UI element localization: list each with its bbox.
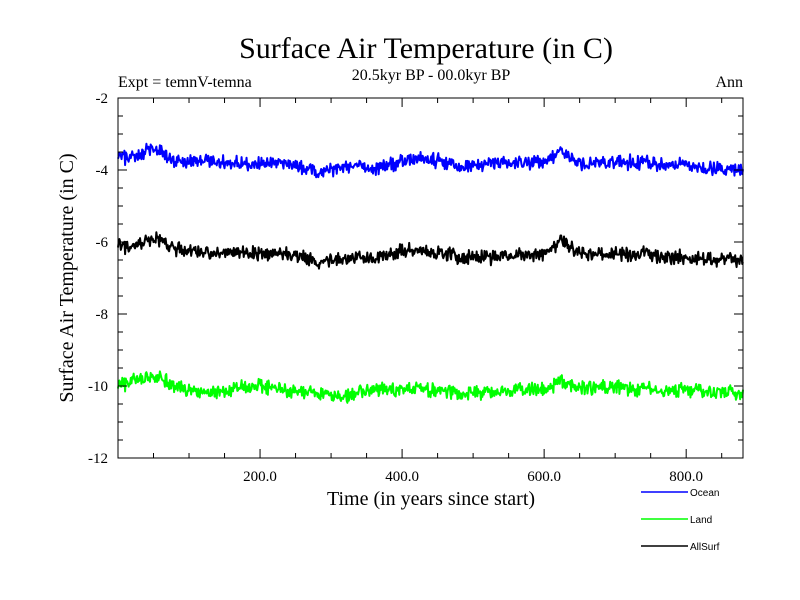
series-line-allsurf [117, 231, 744, 270]
legend: Ocean Land AllSurf [641, 488, 720, 553]
expt-label: Expt = temnV-temna [118, 74, 252, 91]
plot-lines [117, 142, 744, 404]
season-label: Ann [715, 74, 743, 91]
y-tick-label: -6 [96, 235, 109, 251]
series-line-land [117, 370, 744, 404]
y-tick-label: -12 [88, 451, 108, 467]
y-tick-label: -4 [96, 163, 109, 179]
series-line-ocean [117, 142, 744, 179]
legend-label-land: Land [690, 515, 712, 526]
y-tick-label: -8 [96, 307, 109, 323]
y-axis-label: Surface Air Temperature (in C) [56, 153, 78, 402]
x-axis-ticks: 200.0 400.0 600.0 800.0 [153, 98, 723, 485]
plot-frame [117, 97, 744, 459]
y-tick-label: -2 [96, 91, 109, 107]
x-axis-label: Time (in years since start) [327, 488, 535, 510]
chart-subtitle: 20.5kyr BP - 00.0kyr BP [352, 67, 511, 84]
legend-label-ocean: Ocean [690, 488, 719, 499]
y-axis-ticks: -2 -4 -6 -8 -10 -12 [88, 91, 743, 467]
x-tick-label: 400.0 [385, 469, 419, 485]
chart-title: Surface Air Temperature (in C) [239, 32, 613, 65]
legend-label-allsurf: AllSurf [690, 542, 720, 553]
x-tick-label: 200.0 [243, 469, 277, 485]
y-tick-label: -10 [88, 379, 108, 395]
x-tick-label: 600.0 [527, 469, 561, 485]
x-tick-label: 800.0 [669, 469, 703, 485]
